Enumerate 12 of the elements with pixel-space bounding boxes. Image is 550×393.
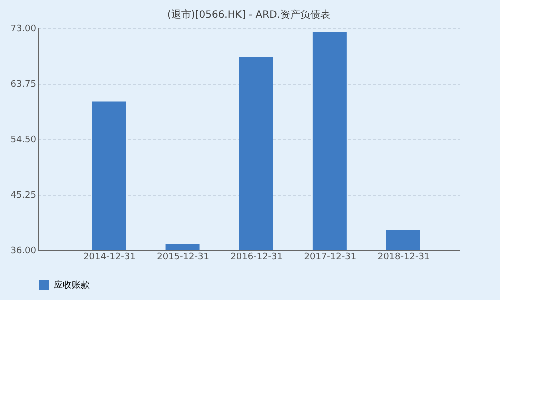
x-tick-label: 2014-12-31 xyxy=(84,252,136,262)
x-tick-label: 2018-12-31 xyxy=(378,252,430,262)
chart-title: (退市)[0566.HK] - ARD.资产负债表 xyxy=(168,9,330,21)
y-tick-label: 63.75 xyxy=(10,80,36,90)
legend-label: 应收账款 xyxy=(54,280,90,291)
y-tick-label: 36.00 xyxy=(10,246,37,256)
y-tick-label: 45.25 xyxy=(10,191,36,201)
x-tick-label: 2016-12-31 xyxy=(230,252,284,262)
y-tick-label: 54.50 xyxy=(10,136,37,146)
x-tick-label: 2017-12-31 xyxy=(304,252,357,262)
y-tick-label: 73.00 xyxy=(10,24,37,34)
x-tick-label: 2015-12-31 xyxy=(157,252,210,262)
